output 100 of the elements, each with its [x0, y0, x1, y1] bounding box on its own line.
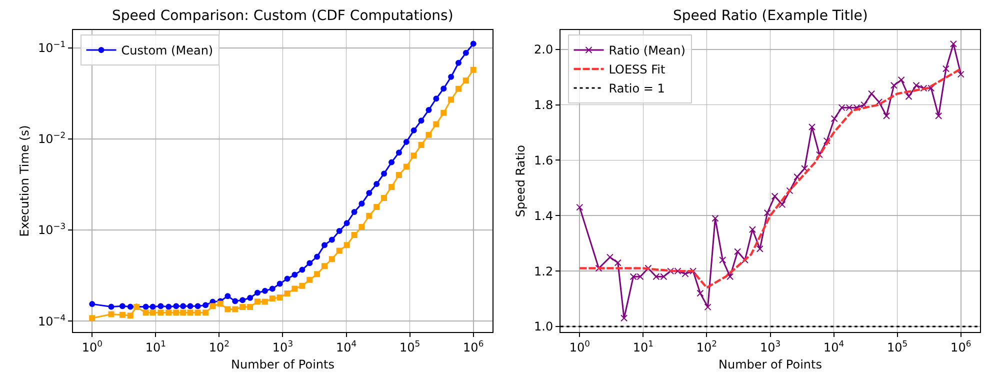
- point: [756, 245, 764, 252]
- point: [614, 259, 622, 266]
- point: [217, 300, 224, 307]
- point: [306, 276, 313, 283]
- point: [336, 248, 342, 254]
- point: [254, 298, 260, 305]
- point: [276, 294, 283, 300]
- point: [142, 304, 149, 310]
- point: [374, 181, 380, 188]
- point: [210, 303, 216, 310]
- point: [314, 254, 320, 260]
- chart-title: Speed Ratio (Example Title): [673, 8, 868, 24]
- point: [276, 280, 283, 287]
- point: [950, 40, 957, 48]
- point: [328, 256, 335, 262]
- x-tick-label: 10$^{5}$: [887, 338, 908, 354]
- point: [269, 296, 276, 302]
- point: [381, 194, 388, 201]
- point: [314, 271, 320, 278]
- point: [240, 304, 246, 310]
- point: [344, 220, 350, 226]
- point: [455, 60, 462, 66]
- point: [764, 209, 771, 216]
- point: [704, 304, 712, 311]
- point: [351, 208, 358, 215]
- point: [734, 248, 742, 256]
- point: [801, 165, 808, 172]
- x-tick-label: 10$^{1}$: [632, 338, 654, 354]
- point: [232, 306, 238, 312]
- x-tick-label: 10$^{0}$: [82, 338, 102, 354]
- point: [388, 159, 395, 166]
- point: [696, 290, 704, 297]
- point: [119, 303, 126, 310]
- point: [830, 115, 838, 122]
- point: [336, 228, 342, 234]
- point: [410, 152, 417, 159]
- legend-label: Ratio = 1: [608, 82, 665, 96]
- point: [462, 50, 469, 56]
- x-tick-label: 10$^{3}$: [272, 338, 294, 354]
- point: [403, 164, 410, 170]
- x-tick-label: 10$^{6}$: [950, 338, 972, 354]
- point: [470, 40, 476, 47]
- point: [726, 273, 734, 280]
- point: [142, 310, 149, 316]
- point: [150, 310, 156, 316]
- point: [358, 200, 365, 207]
- legend-label: Custom (Mean): [121, 44, 214, 58]
- point: [173, 310, 180, 316]
- point: [351, 232, 358, 238]
- y-tick-label: 10$^{−2}$: [38, 130, 66, 146]
- point: [816, 151, 823, 158]
- point: [403, 138, 410, 145]
- point: [194, 303, 201, 310]
- y-axis-title: Speed Ratio: [513, 144, 528, 218]
- x-tick-label: 10$^{3}$: [760, 338, 781, 354]
- point: [158, 310, 164, 316]
- point: [771, 192, 778, 200]
- point: [180, 310, 186, 316]
- y-tick-label: 10$^{−4}$: [38, 312, 66, 328]
- point: [682, 270, 689, 278]
- point: [284, 290, 290, 297]
- legend-label: LOESS Fit: [608, 62, 666, 77]
- point: [898, 76, 905, 84]
- point: [448, 96, 454, 103]
- point: [418, 142, 424, 148]
- point: [823, 137, 830, 144]
- point: [719, 256, 726, 264]
- x-tick-label: 10$^{0}$: [569, 338, 590, 354]
- point: [202, 302, 209, 308]
- point: [381, 170, 388, 177]
- point: [778, 201, 786, 208]
- point: [254, 290, 260, 296]
- point: [748, 226, 756, 233]
- point: [876, 98, 883, 106]
- point: [358, 224, 365, 230]
- point: [224, 306, 231, 312]
- point: [299, 282, 306, 289]
- point: [426, 106, 432, 113]
- point: [860, 101, 868, 108]
- point: [462, 78, 469, 84]
- point: [299, 266, 306, 273]
- point: [712, 214, 719, 222]
- point: [957, 70, 964, 78]
- point: [366, 190, 372, 196]
- point: [173, 303, 180, 310]
- point: [808, 123, 816, 130]
- point: [433, 96, 440, 102]
- y-tick-label: 2.0: [534, 42, 554, 57]
- point: [247, 294, 254, 301]
- point: [620, 314, 628, 322]
- point: [127, 312, 134, 319]
- point: [426, 132, 432, 138]
- point: [942, 65, 950, 72]
- point: [366, 212, 372, 219]
- y-tick-label: 1.8: [534, 98, 554, 112]
- point: [127, 304, 134, 310]
- y-tick-label: 1.4: [534, 208, 554, 223]
- point: [187, 303, 194, 310]
- point: [418, 118, 424, 124]
- point: [690, 268, 697, 275]
